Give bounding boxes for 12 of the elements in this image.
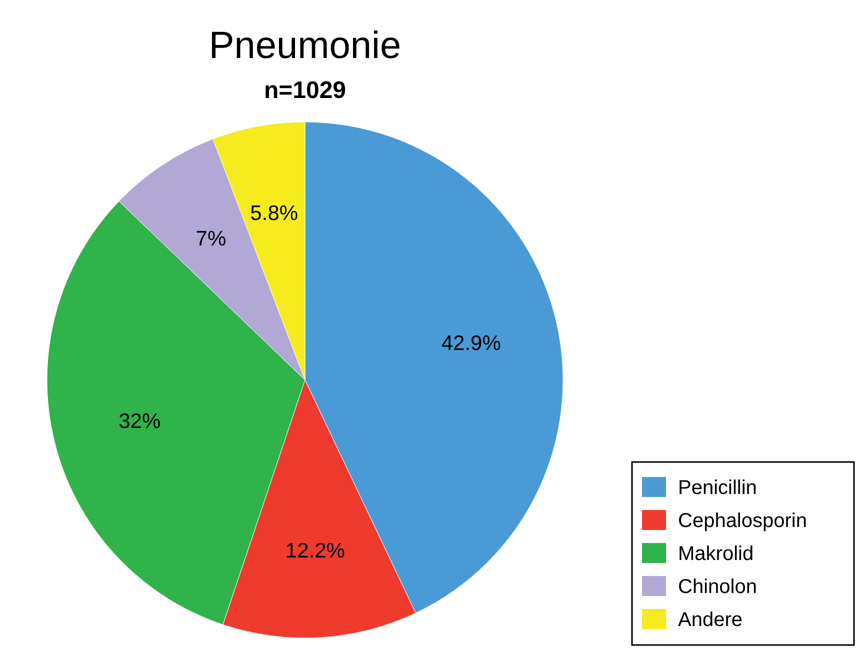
- data-label: 7%: [196, 227, 226, 250]
- legend-label: Chinolon: [678, 576, 757, 598]
- legend-label: Andere: [678, 609, 742, 631]
- data-label: 12.2%: [285, 539, 345, 562]
- chart-subtitle: n=1029: [264, 77, 346, 104]
- legend-label: Penicillin: [678, 477, 757, 499]
- legend-label: Cephalosporin: [678, 510, 807, 532]
- data-label: 42.9%: [441, 332, 501, 355]
- data-label: 5.8%: [250, 202, 298, 225]
- data-label: 32%: [118, 410, 161, 433]
- legend-label: Makrolid: [678, 543, 754, 565]
- chart-title: Pneumonie: [208, 25, 402, 67]
